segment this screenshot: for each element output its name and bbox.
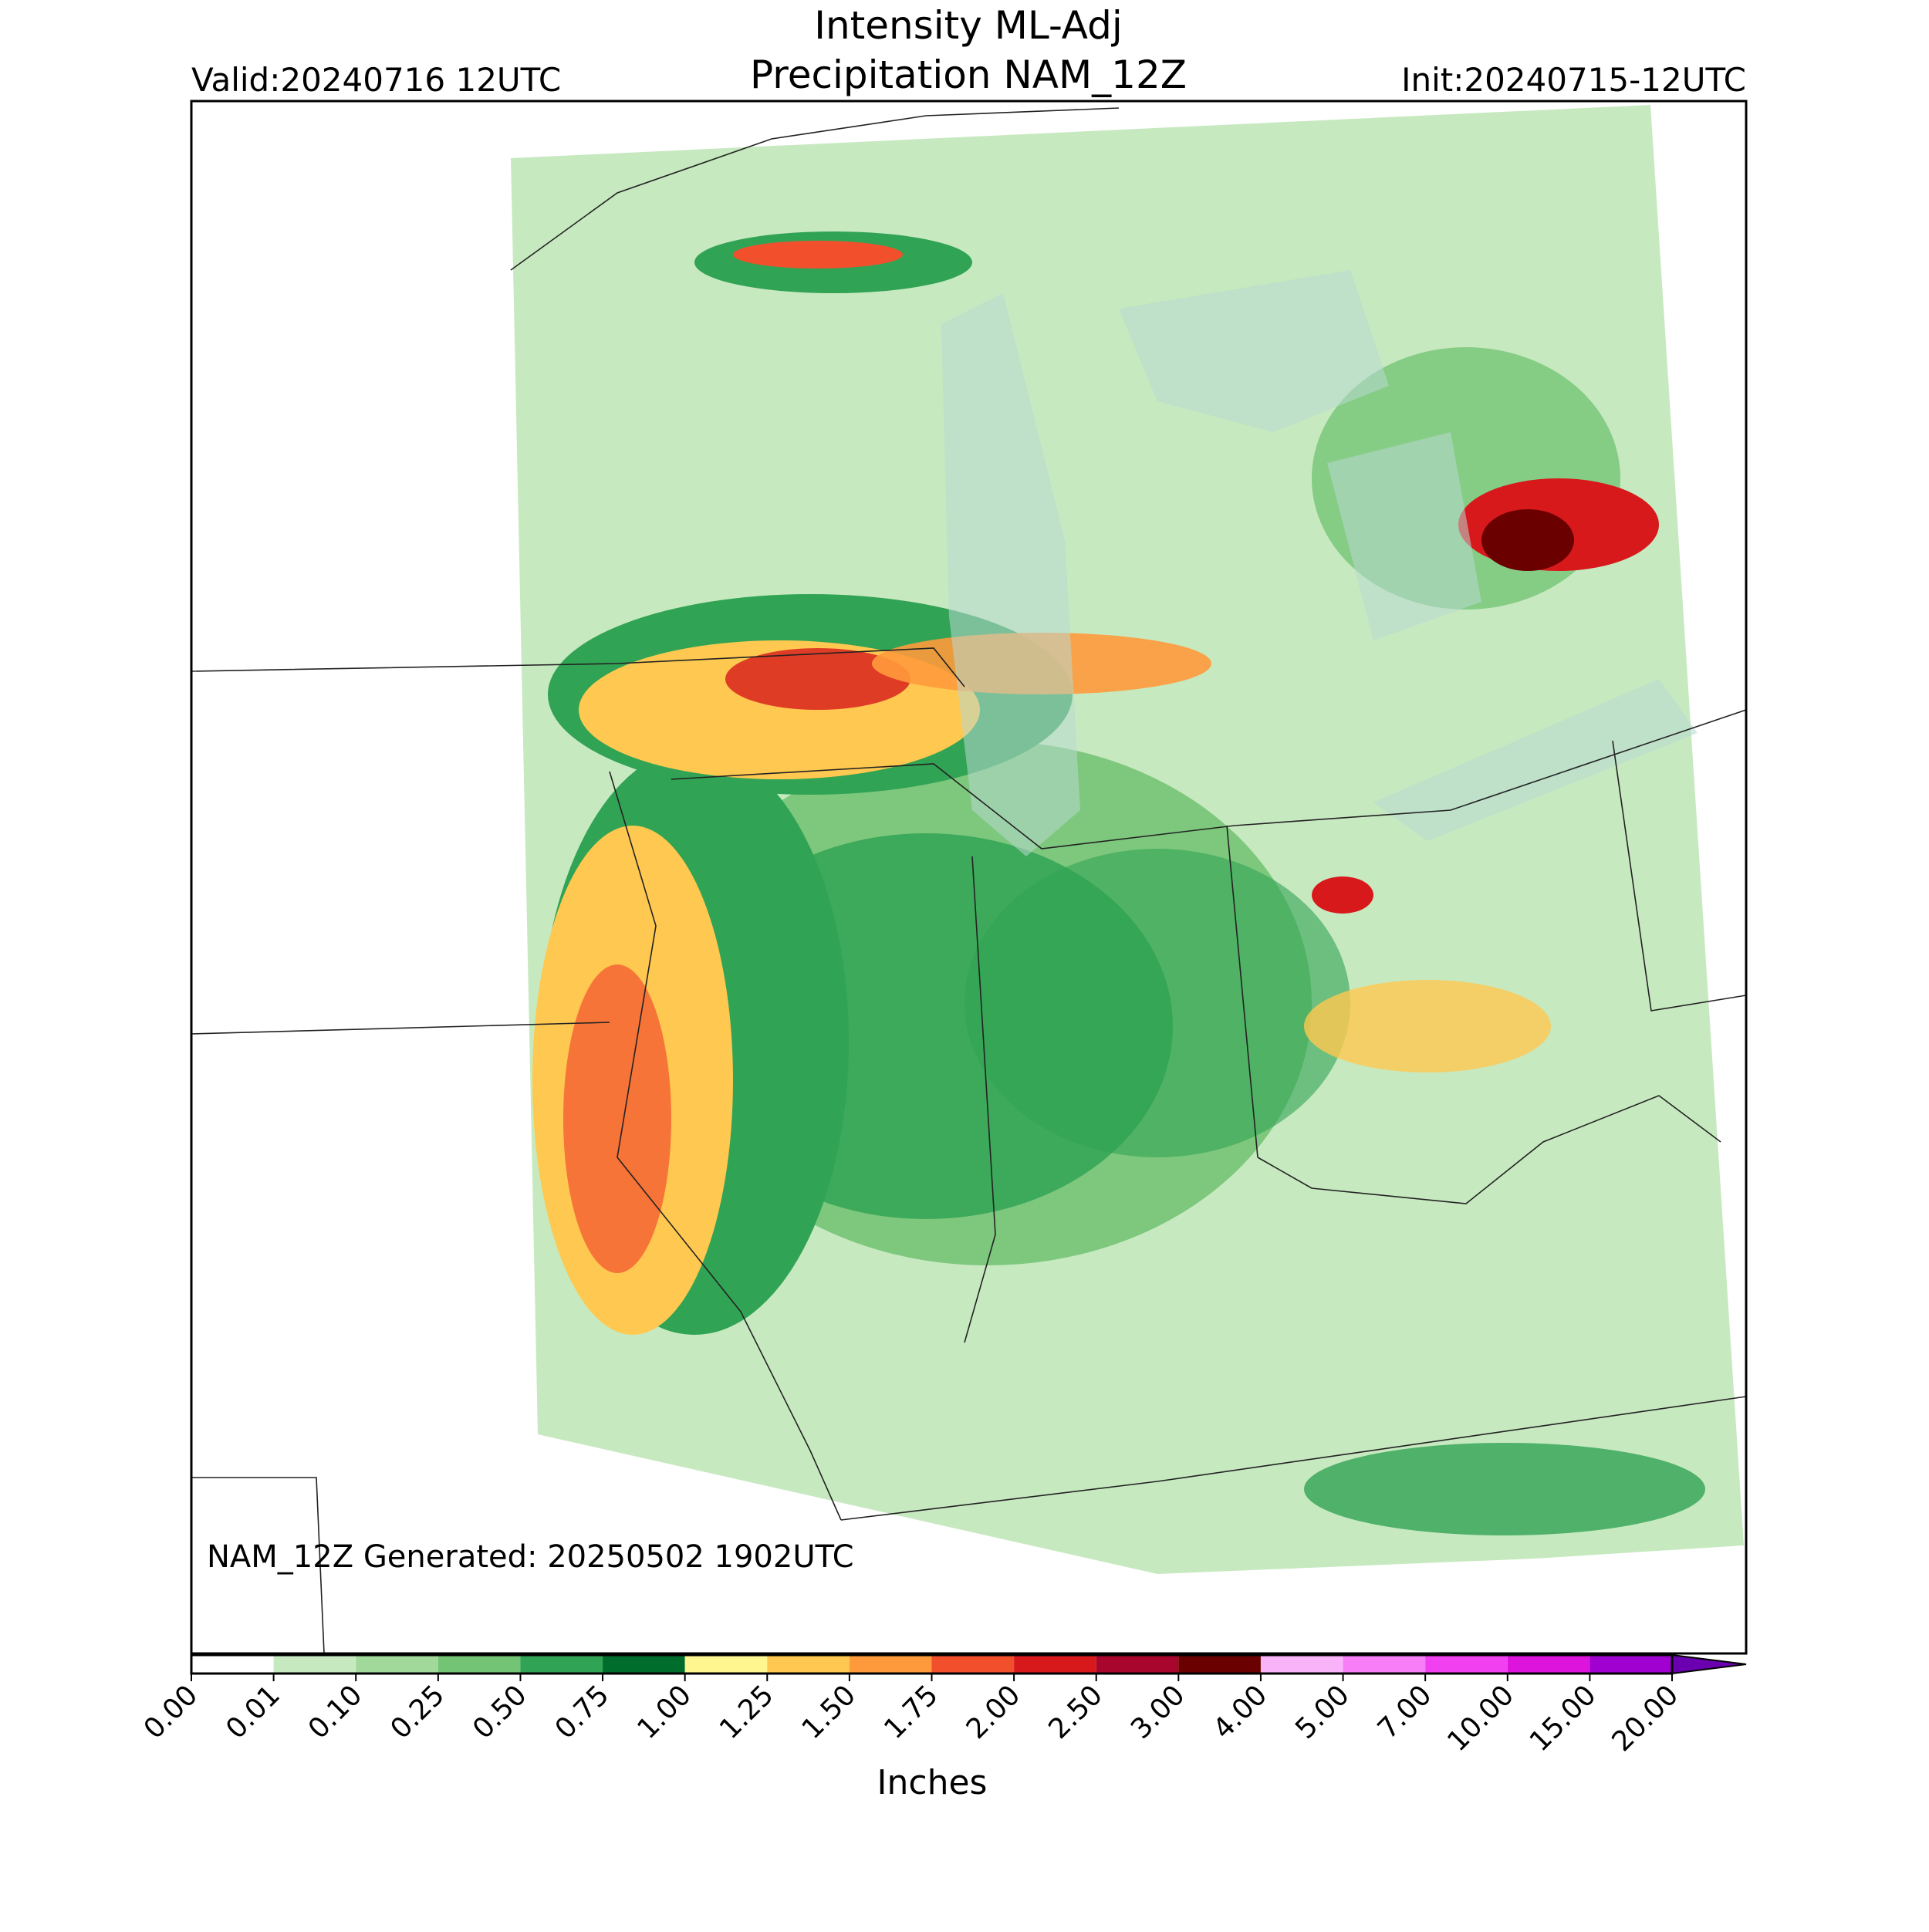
colorbar-bin <box>1014 1655 1096 1674</box>
colorbar-bin <box>356 1655 438 1674</box>
precip-area <box>1304 1443 1705 1535</box>
init-time: Init:20240715-12UTC <box>1401 61 1746 99</box>
colorbar-tick-label: 0.50 <box>467 1679 533 1745</box>
precip-area <box>1304 980 1551 1072</box>
colorbar-bin <box>1178 1655 1261 1674</box>
precip-area <box>964 849 1350 1157</box>
state-border <box>840 1396 1746 1521</box>
state-border <box>1226 825 1258 1158</box>
colorbar-bin <box>931 1655 1015 1674</box>
precip-area <box>1481 509 1574 571</box>
colorbar-bin <box>437 1655 521 1674</box>
state-border <box>191 1022 610 1035</box>
state-border <box>191 647 965 687</box>
colorbar-tick-label: 0.25 <box>385 1679 451 1745</box>
colorbar-bin <box>273 1655 356 1674</box>
valid-time: Valid:20240716 12UTC <box>191 61 561 99</box>
colorbar-tick-label: 0.00 <box>138 1679 204 1745</box>
colorbar-bin <box>1589 1655 1672 1674</box>
colorbar-tick-label: 1.50 <box>796 1679 863 1745</box>
colorbar-bin <box>767 1655 850 1674</box>
state-border <box>964 856 996 1343</box>
colorbar-tick-label: 2.00 <box>961 1679 1027 1745</box>
colorbar-tick-label: 1.00 <box>631 1679 698 1745</box>
precip-area <box>563 964 671 1273</box>
colorbar-tick-label: 0.01 <box>220 1679 286 1745</box>
state-border <box>671 709 1746 849</box>
colorbar-bin <box>191 1655 274 1674</box>
colorbar-bin <box>1096 1655 1179 1674</box>
colorbar-bin <box>849 1655 932 1674</box>
colorbar-tick-label: 7.00 <box>1372 1679 1438 1745</box>
colorbar-bin <box>1260 1655 1343 1674</box>
river-border <box>609 771 842 1521</box>
colorbar-tick-label: 3.00 <box>1125 1679 1191 1745</box>
colorbar-bin <box>1507 1655 1590 1674</box>
lake <box>1119 270 1389 432</box>
colorbar-bin <box>1343 1655 1426 1674</box>
state-border <box>191 1477 325 1653</box>
generated-note: NAM_12Z Generated: 20250502 1902UTC <box>207 1539 854 1575</box>
title-line: Intensity ML-Adj <box>814 3 1123 48</box>
colorbar-extend <box>1671 1653 1747 1675</box>
colorbar-bin <box>1425 1655 1508 1674</box>
title-line: Precipitation NAM_12Z <box>750 52 1187 97</box>
colorbar-tick-label: 1.75 <box>878 1679 944 1745</box>
colorbar-tick-label: 5.00 <box>1289 1679 1356 1745</box>
colorbar-tick-label: 1.25 <box>714 1679 780 1745</box>
precip-area <box>733 241 903 269</box>
colorbar-tick-label: 2.50 <box>1042 1679 1109 1745</box>
lake <box>941 293 1080 856</box>
colorbar-bin <box>520 1655 603 1674</box>
colorbar-tick-label: 10.00 <box>1441 1679 1520 1758</box>
colorbar-bin <box>684 1655 768 1674</box>
map-frame <box>190 100 1748 1655</box>
lake <box>1327 432 1481 640</box>
colorbar-tick-label: 15.00 <box>1524 1679 1603 1758</box>
colorbar-tick-label: 4.00 <box>1208 1679 1274 1745</box>
colorbar-label: Inches <box>877 1763 988 1802</box>
shoreline <box>510 107 1120 271</box>
lake <box>1373 679 1698 841</box>
map: NAM_12Z Generated: 20250502 1902UTC <box>191 105 1746 1653</box>
state-border <box>1612 740 1746 1012</box>
colorbar-bin <box>603 1655 685 1674</box>
colorbar-tick-label: 0.75 <box>549 1679 616 1745</box>
colorbar-tick-label: 20.00 <box>1606 1679 1684 1758</box>
precip-area <box>1312 876 1373 914</box>
precip-area <box>725 648 910 710</box>
colorbar-tick-label: 0.10 <box>302 1679 369 1745</box>
colorbar: 0.00 0.01 0.10 0.25 0.50 0.75 1.00 1.25 1.50 1.75… <box>138 1653 1747 1758</box>
river-border <box>1257 1095 1721 1204</box>
